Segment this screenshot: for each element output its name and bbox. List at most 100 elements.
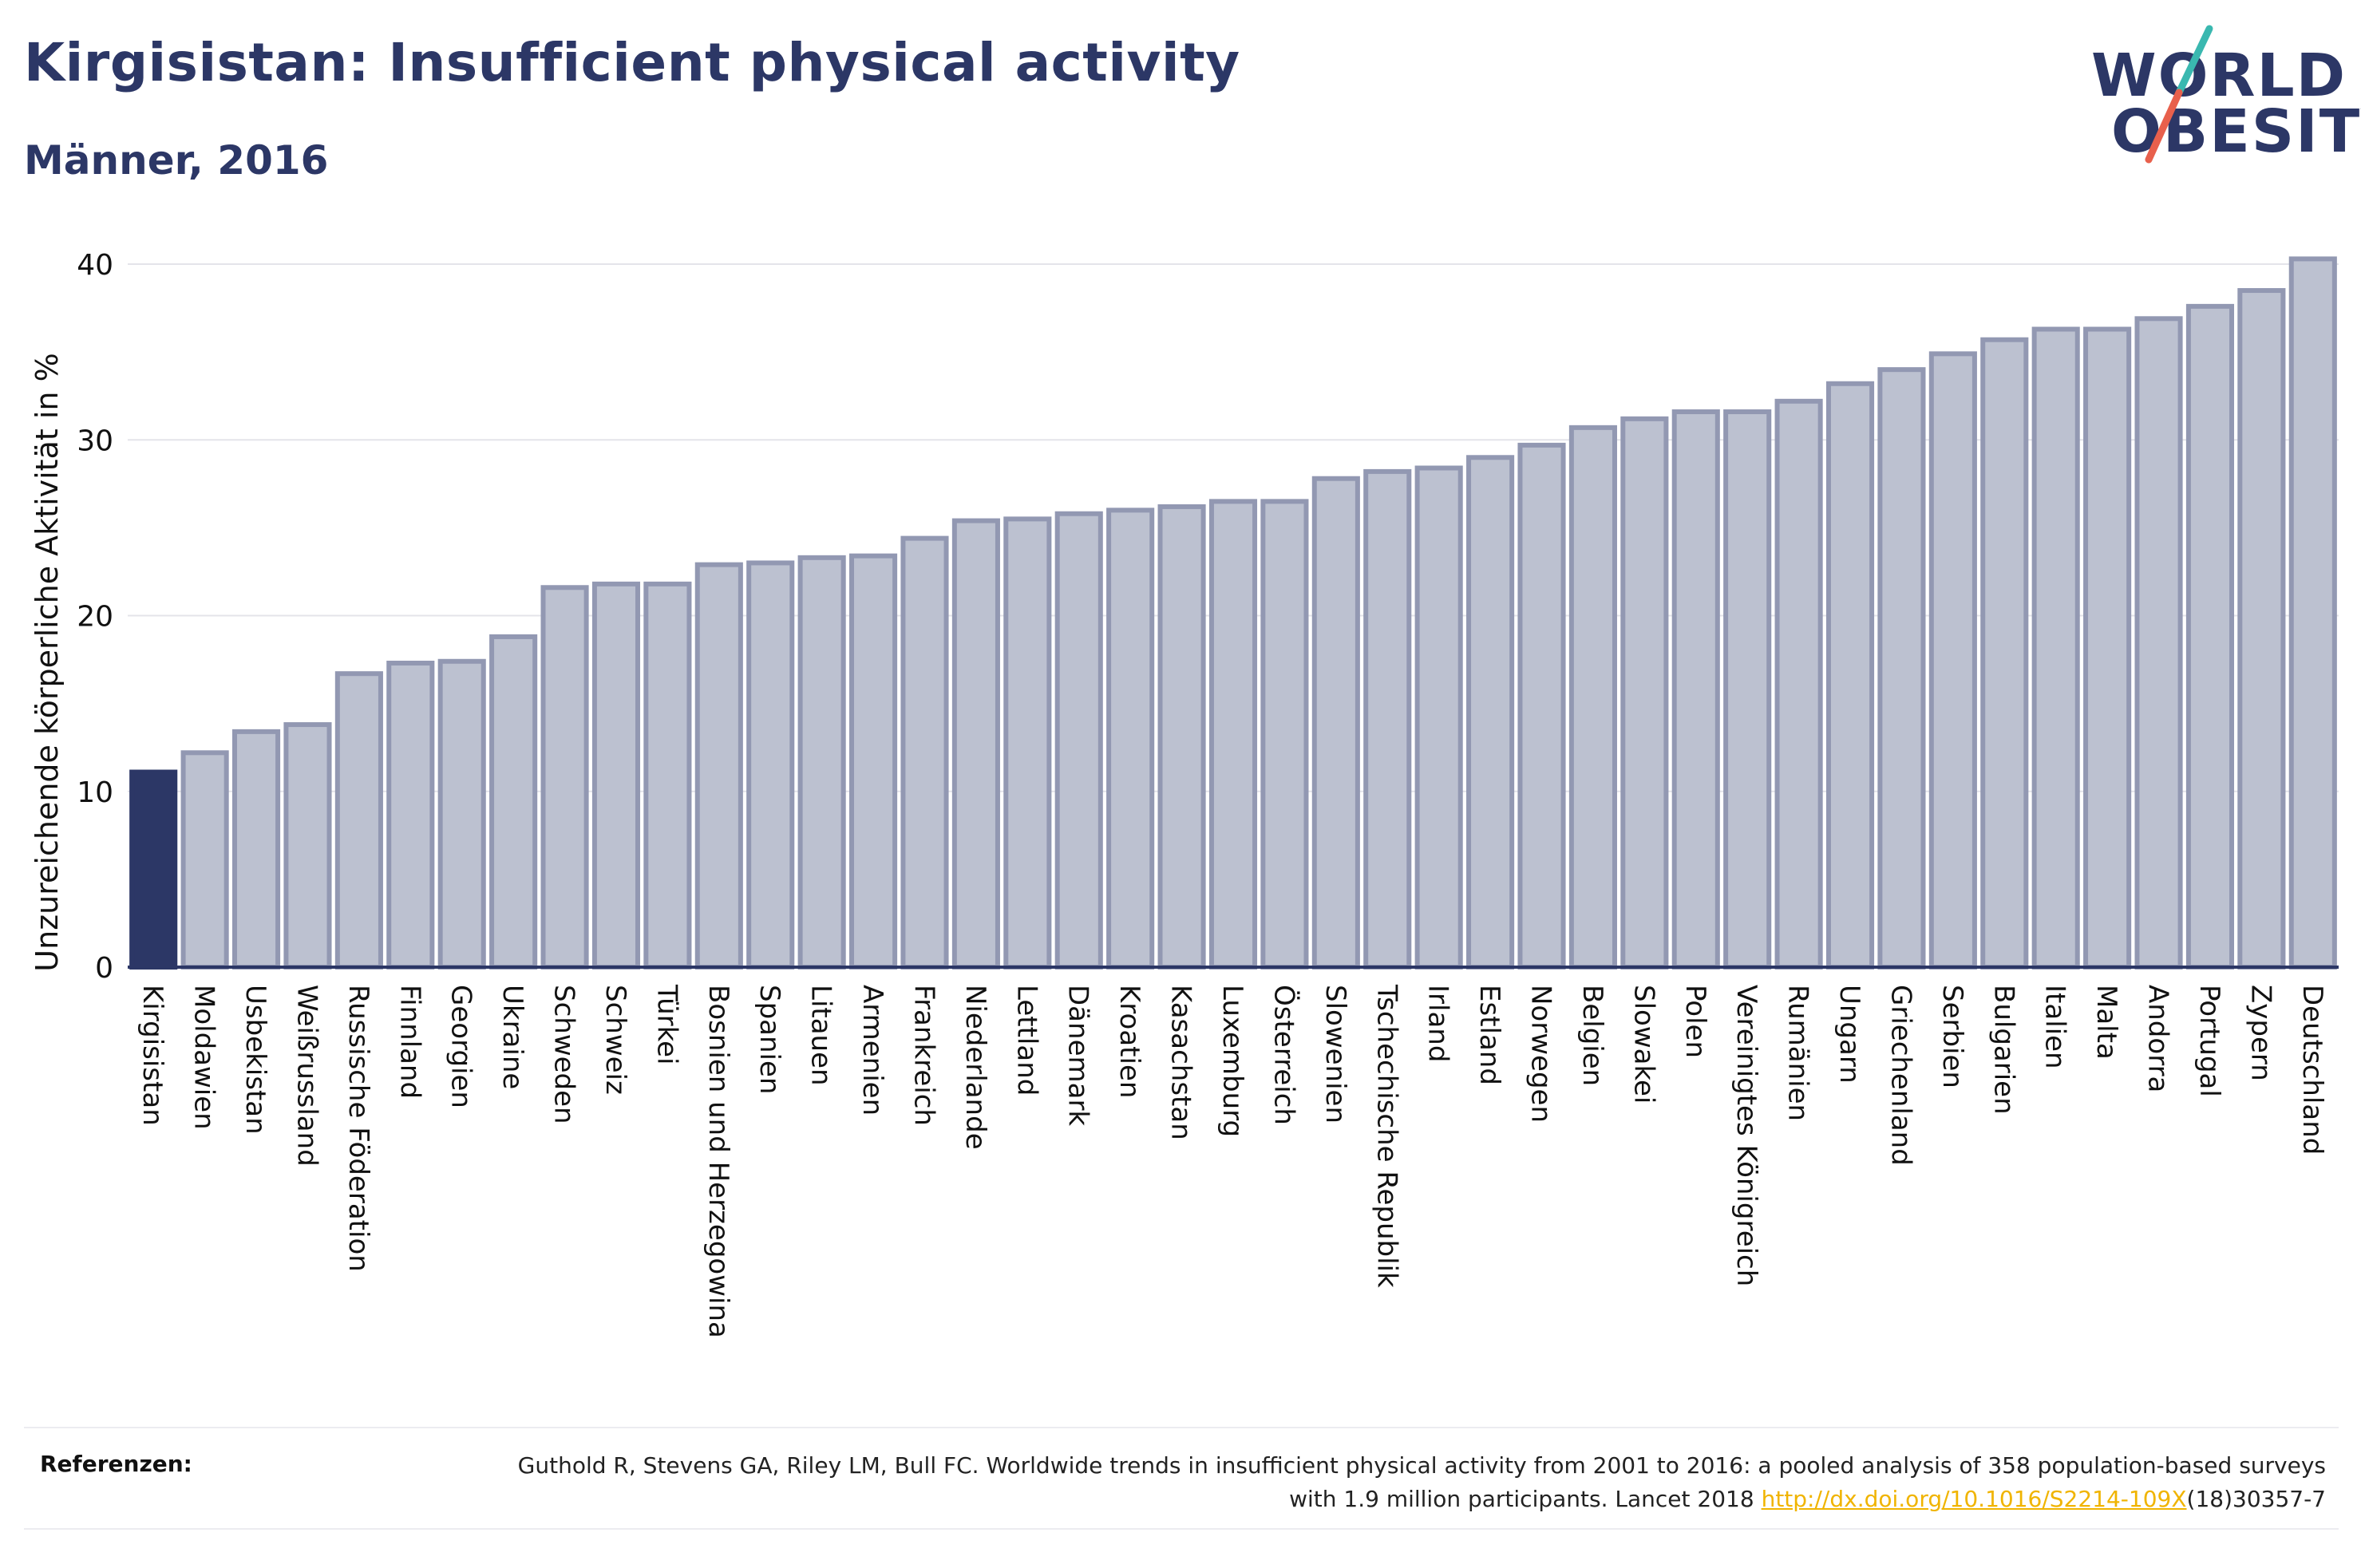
bar <box>1517 442 1566 970</box>
x-tick-label: Ungarn <box>1833 985 1865 1084</box>
x-tick-label: Portugal <box>2193 985 2225 1097</box>
bar <box>746 560 795 970</box>
bar <box>283 722 332 970</box>
bar <box>2237 288 2286 970</box>
bar <box>2031 326 2080 970</box>
references-text: Guthold R, Stevens GA, Riley LM, Bull FC… <box>490 1449 2326 1516</box>
bar <box>2288 256 2337 970</box>
x-tick-label: Luxemburg <box>1216 985 1248 1137</box>
bar <box>591 581 641 970</box>
bar-chart: 0 10 20 30 40 Kirgisistan Moldawien Usbekistan… <box>30 249 2339 1338</box>
x-tick-label: Vereinigtes Königreich <box>1730 985 1762 1286</box>
x-tick-label: Slowenien <box>1319 985 1351 1124</box>
x-tick-label: Spanien <box>753 985 785 1094</box>
y-tick-label: 40 <box>77 249 113 282</box>
x-tick-label: Malta <box>2090 985 2122 1060</box>
bar <box>1620 416 1669 970</box>
x-tick-label: Kasachstan <box>1165 985 1197 1140</box>
x-tick-label: Moldawien <box>188 985 220 1130</box>
y-tick-label: 10 <box>77 776 113 809</box>
bar <box>437 658 486 970</box>
x-tick-label: Slowakei <box>1627 985 1659 1104</box>
x-tick-label: Rumänien <box>1782 985 1814 1121</box>
bar <box>1980 337 2029 970</box>
x-tick-label: Kroatien <box>1113 985 1145 1098</box>
x-tick-label: Italien <box>2039 985 2071 1069</box>
bar <box>231 729 281 970</box>
x-tick-label: Georgien <box>445 985 477 1108</box>
doi-link[interactable]: http://dx.doi.org/10.1016/S2214-109X <box>1761 1486 2187 1512</box>
world-obesity-logo: WORLD OBESITY <box>2075 22 2361 166</box>
x-tick-label: Griechenland <box>1884 985 1916 1166</box>
x-tick-label: Dänemark <box>1062 985 1094 1126</box>
x-tick-label: Bosnien und Herzegowina <box>702 985 734 1338</box>
x-tick-label: Tschechische Republik <box>1370 984 1402 1288</box>
bar <box>1877 367 1926 970</box>
bar <box>1106 508 1155 970</box>
bar <box>1414 465 1463 970</box>
x-tick-label: Kirgisistan <box>136 985 168 1126</box>
bar <box>1723 409 1772 970</box>
logo-text-world: WORLD <box>2091 41 2347 110</box>
bar <box>540 585 589 970</box>
x-tick-label: Österreich <box>1268 985 1300 1125</box>
bar <box>1003 516 1052 970</box>
x-tick-label: Serbien <box>1936 985 1968 1088</box>
x-tick-label: Armenien <box>856 985 888 1116</box>
y-tick-label: 0 <box>95 952 113 985</box>
bar <box>1260 499 1309 970</box>
y-tick-label: 20 <box>77 601 113 634</box>
bar <box>643 581 692 970</box>
bar <box>900 535 949 970</box>
x-tick-label: Frankreich <box>908 985 939 1126</box>
bars <box>129 256 2337 970</box>
x-tick-label: Litauen <box>805 985 837 1086</box>
x-tick-label: Ukraine <box>496 985 528 1089</box>
x-tick-label: Lettland <box>1010 985 1042 1096</box>
x-tick-label: Andorra <box>2142 985 2174 1092</box>
references-box: Referenzen: Guthold R, Stevens GA, Riley… <box>24 1427 2339 1530</box>
bar <box>1054 511 1103 970</box>
x-tick-label: Niederlande <box>959 985 991 1150</box>
bar <box>2083 326 2132 970</box>
bar <box>129 769 178 970</box>
category-labels: Kirgisistan Moldawien Usbekistan Weißrussla… <box>136 984 2328 1338</box>
bar <box>1363 468 1412 970</box>
axes: 0 10 20 30 40 <box>77 249 2339 985</box>
x-tick-label: Belgien <box>1576 985 1608 1086</box>
x-tick-label: Polen <box>1679 985 1711 1058</box>
bar <box>489 634 538 970</box>
bar <box>1157 504 1206 970</box>
references-label: Referenzen: <box>40 1451 192 1477</box>
bar <box>2185 303 2235 970</box>
bar <box>1774 398 1823 970</box>
x-tick-label: Schweden <box>548 985 580 1124</box>
bar <box>951 518 1000 970</box>
bar <box>2134 316 2183 970</box>
bar <box>1466 455 1515 970</box>
bar <box>1671 409 1720 970</box>
bar <box>797 555 846 970</box>
bar <box>1311 476 1360 970</box>
logo-slash-icon <box>2145 25 2213 164</box>
x-tick-label: Finnland <box>394 985 425 1099</box>
y-tick-label: 30 <box>77 425 113 457</box>
x-tick-label: Türkei <box>651 984 682 1064</box>
x-tick-label: Usbekistan <box>239 985 271 1135</box>
bar <box>694 562 743 970</box>
x-tick-label: Bulgarien <box>1987 985 2019 1115</box>
chart-subtitle: Männer, 2016 <box>24 137 329 184</box>
x-tick-label: Russische Föderation <box>342 985 374 1272</box>
references-citation: Guthold R, Stevens GA, Riley LM, Bull FC… <box>517 1452 2326 1512</box>
x-tick-label: Weißrussland <box>291 985 322 1167</box>
bar <box>1928 351 1977 970</box>
x-tick-label: Deutschland <box>2296 985 2328 1155</box>
y-axis-label: Unzureichende körperliche Aktivität in % <box>30 353 65 971</box>
x-tick-label: Irland <box>1422 985 1454 1062</box>
chart-title: Kirgisistan: Insufficient physical activ… <box>24 32 1240 93</box>
x-tick-label: Zypern <box>2244 985 2276 1081</box>
x-tick-label: Norwegen <box>1525 985 1557 1123</box>
bar <box>1208 499 1258 970</box>
x-tick-label: Schweiz <box>599 985 631 1095</box>
bar <box>180 750 229 970</box>
